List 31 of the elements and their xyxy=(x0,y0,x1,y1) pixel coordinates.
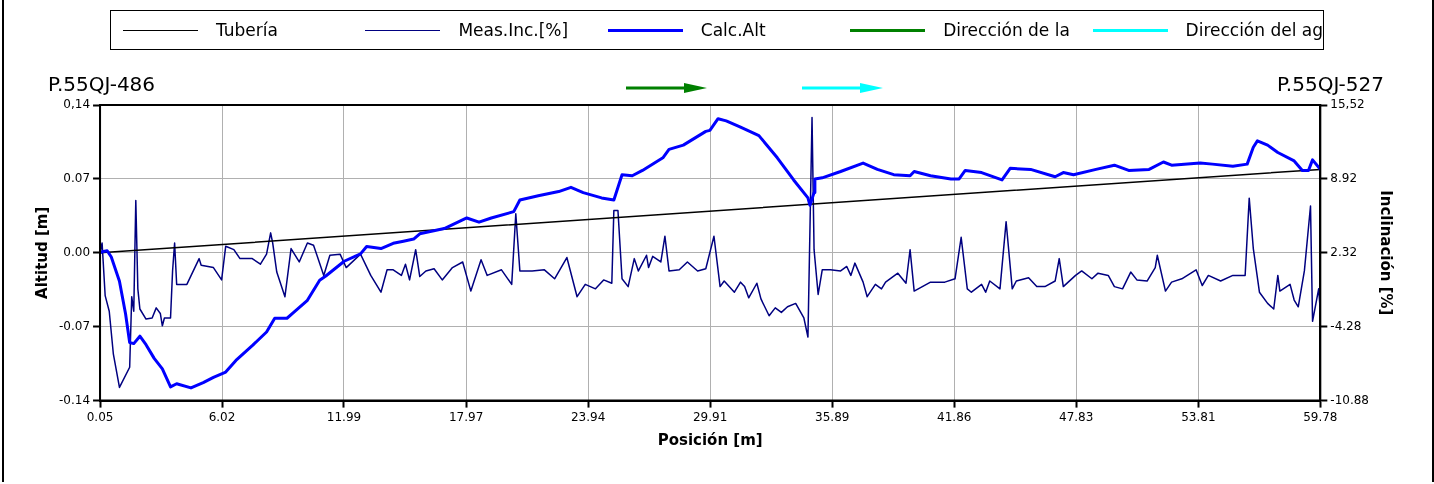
text: P.55QJ-486 xyxy=(48,72,156,96)
x-tick-label: 59.78 xyxy=(1303,409,1338,424)
y2-axis-title: Inclinación [%] xyxy=(1377,190,1396,316)
y-tick-label: -0.07 xyxy=(58,318,91,333)
x-tick-label: 17.97 xyxy=(448,409,484,424)
y-tick-label: 0,14 xyxy=(63,97,91,112)
x-tick-label: 47.83 xyxy=(1059,409,1094,424)
y-tick-label: -0.14 xyxy=(58,392,91,407)
y2-tick-label: 8.92 xyxy=(1330,171,1358,186)
y-tick-label: 0.00 xyxy=(63,244,91,259)
legend-label: Calc.Alt xyxy=(700,20,766,40)
x-tick-label: 41.86 xyxy=(937,409,972,424)
x-axis-title: Posición [m] xyxy=(657,430,763,449)
y-axis-title: Altitud [m] xyxy=(32,206,51,299)
x-tick-label: 35.89 xyxy=(815,409,850,424)
y2-tick-label: 2.32 xyxy=(1330,244,1358,259)
text: Dirección del ag xyxy=(1185,20,1324,40)
text: P.55QJ-527 xyxy=(1276,72,1384,96)
x-tick-label: 6.02 xyxy=(208,409,236,424)
y-tick-label: 0.07 xyxy=(63,171,91,186)
x-tick-label: 29.91 xyxy=(692,409,728,424)
y2-tick-label: -10.88 xyxy=(1330,392,1369,407)
x-tick-label: 11.99 xyxy=(326,409,362,424)
y2-tick-label: -4.28 xyxy=(1330,318,1362,333)
x-tick-label: 0.05 xyxy=(86,409,114,424)
x-tick-label: 53.81 xyxy=(1181,409,1216,424)
legend-label: Meas.Inc.[%] xyxy=(458,20,569,40)
legend-label: Tubería xyxy=(216,20,278,40)
x-tick-label: 23.94 xyxy=(570,409,606,424)
y2-tick-label: 15,52 xyxy=(1330,97,1365,112)
text: Dirección de la xyxy=(943,20,1070,40)
